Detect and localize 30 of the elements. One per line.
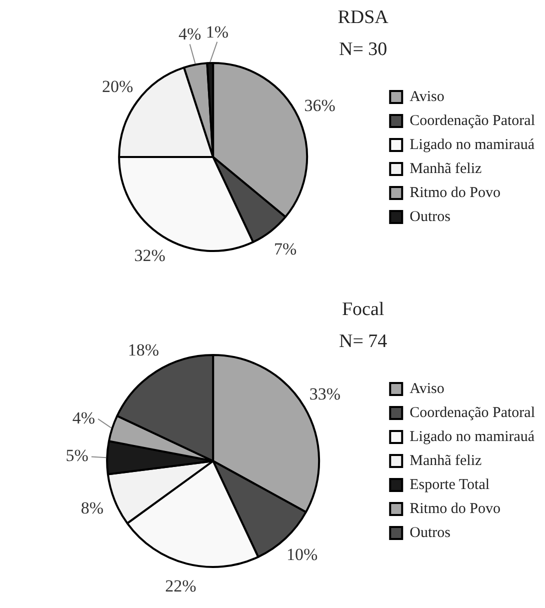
legend-label: Coordenação Patoral xyxy=(410,112,536,129)
legend-label: Aviso xyxy=(410,380,444,397)
legend-label: Ritmo do Povo xyxy=(410,184,500,201)
data-label: 18% xyxy=(128,340,159,360)
data-label: 1% xyxy=(206,22,229,42)
data-label: 5% xyxy=(66,446,88,466)
data-label: 8% xyxy=(80,498,104,518)
legend-label: Outros xyxy=(410,524,451,541)
data-label: 20% xyxy=(102,77,134,96)
data-label: 36% xyxy=(304,96,336,116)
legend-label: Outros xyxy=(410,208,451,225)
chart-title: Focal xyxy=(342,298,384,320)
text: N= 30 xyxy=(338,38,388,60)
data-label: 22% xyxy=(165,576,196,596)
data-label: 7% xyxy=(274,240,297,259)
legend-label: Esporte Total xyxy=(410,476,490,493)
legend-label: Manhã feliz xyxy=(410,452,482,469)
legend-label: Ligado no mamirauá xyxy=(410,428,535,445)
legend-label: Aviso xyxy=(410,88,444,105)
chart-title: RDSA xyxy=(338,6,389,28)
data-label: 33% xyxy=(309,384,341,404)
legend-label: Manhã feliz xyxy=(410,160,482,177)
data-label: 10% xyxy=(286,545,318,564)
legend-label: Ligado no mamirauá xyxy=(410,136,535,153)
data-label: 4% xyxy=(178,24,202,44)
legend-label: Ritmo do Povo xyxy=(410,500,500,517)
legend-label: Coordenação Patoral xyxy=(410,404,536,421)
data-label: 32% xyxy=(134,246,166,266)
chart-subtitle: N= 74 xyxy=(338,330,388,352)
data-label: 4% xyxy=(72,408,96,428)
